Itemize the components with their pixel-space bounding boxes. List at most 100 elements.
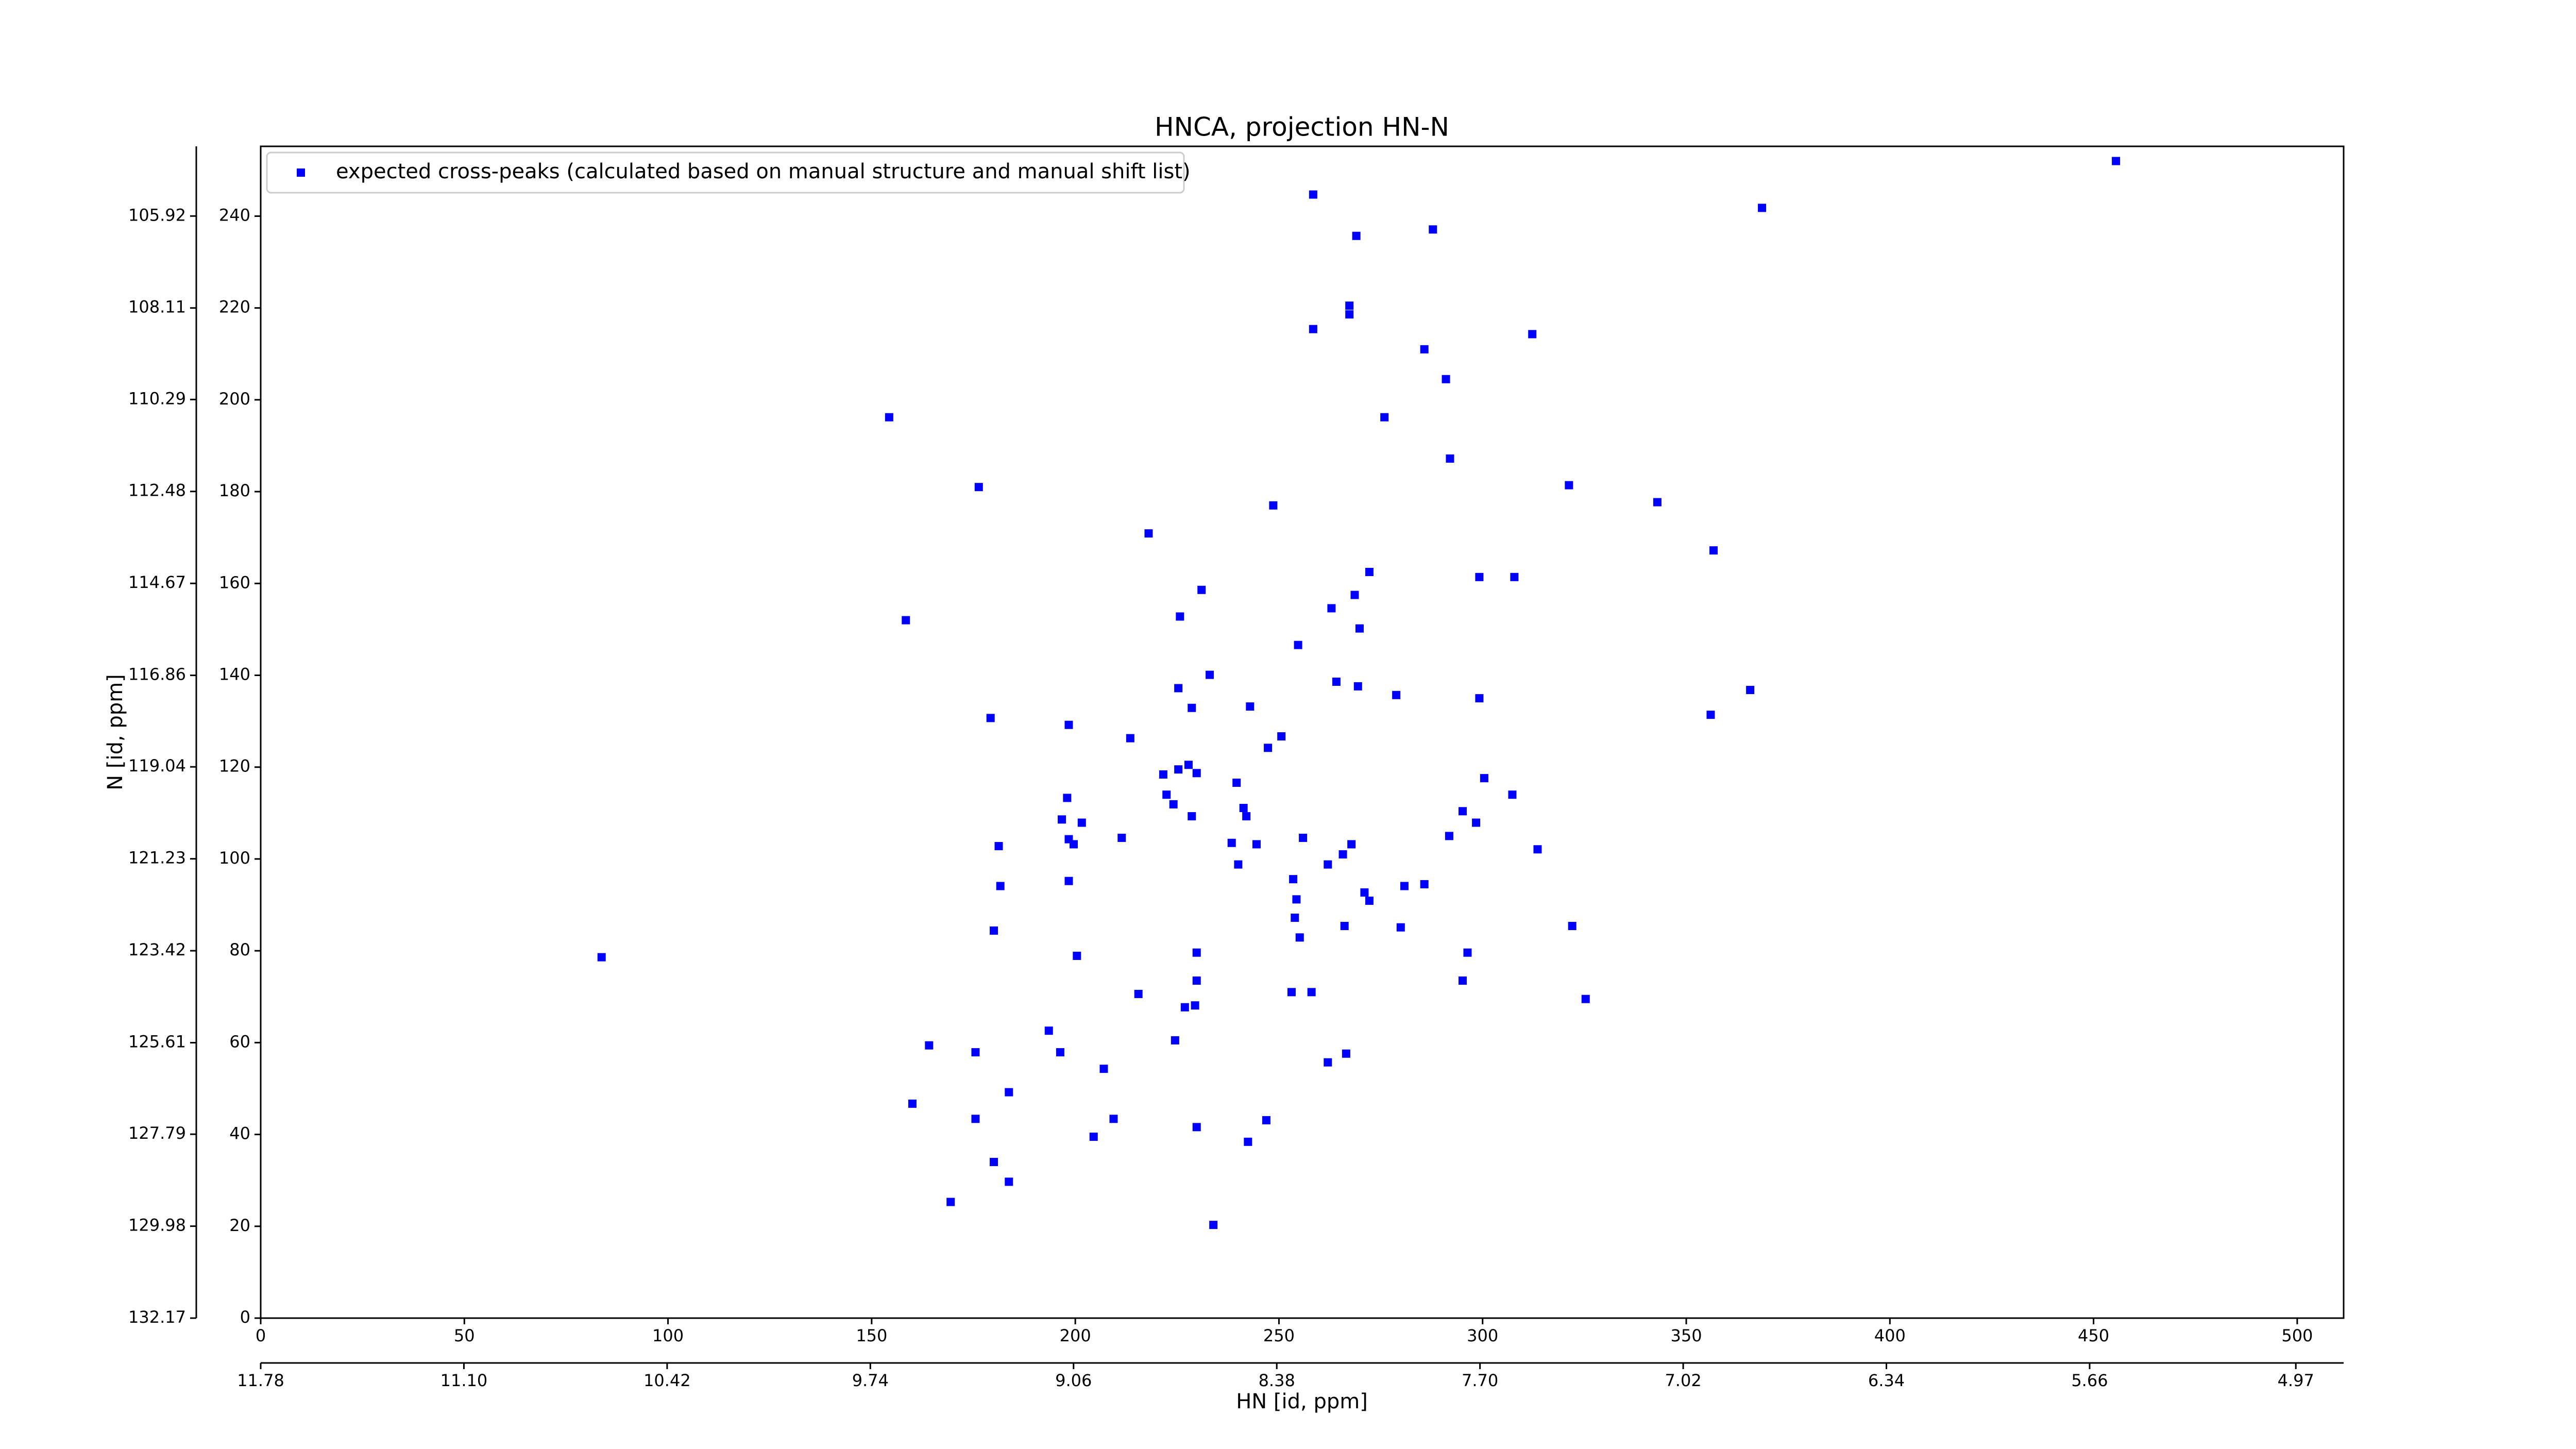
cross-peak bbox=[1475, 572, 1484, 581]
cross-peak bbox=[971, 1048, 980, 1057]
y2-tick-label: 105.92 bbox=[128, 205, 186, 225]
cross-peak bbox=[1192, 948, 1201, 957]
cross-peak bbox=[902, 616, 910, 625]
cross-peak bbox=[1287, 988, 1296, 997]
cross-peak bbox=[996, 882, 1005, 890]
cross-peak bbox=[1239, 804, 1248, 813]
x-tick-label: 100 bbox=[652, 1326, 684, 1345]
cross-peak bbox=[1209, 1221, 1218, 1229]
y2-tick-label: 116.86 bbox=[128, 665, 186, 684]
cross-peak bbox=[885, 413, 893, 422]
y2-tick-label: 125.61 bbox=[128, 1032, 186, 1052]
cross-peak bbox=[1758, 204, 1767, 212]
cross-peak bbox=[597, 953, 606, 962]
cross-peak bbox=[1472, 818, 1481, 827]
cross-peak bbox=[1117, 833, 1126, 842]
cross-peak bbox=[1360, 888, 1369, 897]
cross-peak bbox=[1234, 860, 1243, 869]
cross-peak bbox=[1109, 1115, 1118, 1123]
cross-peak bbox=[1324, 1058, 1332, 1067]
cross-peak bbox=[1058, 815, 1066, 824]
x2-tick-label: 6.34 bbox=[1868, 1371, 1905, 1390]
x2-tick-label: 9.06 bbox=[1055, 1371, 1092, 1390]
y2-tick-label: 119.04 bbox=[128, 756, 186, 776]
cross-peak bbox=[1162, 790, 1171, 799]
cross-peak bbox=[1291, 913, 1299, 922]
y-tick-label: 100 bbox=[219, 848, 250, 868]
cross-peak bbox=[974, 483, 983, 492]
cross-peak bbox=[1327, 604, 1336, 613]
cross-peak bbox=[1445, 832, 1453, 840]
cross-peak bbox=[1309, 325, 1317, 333]
y-tick-label: 220 bbox=[219, 297, 250, 317]
cross-peak bbox=[1309, 190, 1317, 199]
cross-peak bbox=[1350, 591, 1359, 599]
cross-peak bbox=[1005, 1177, 1013, 1186]
cross-peak bbox=[1340, 922, 1349, 931]
y-tick-label: 140 bbox=[219, 665, 250, 684]
cross-peak bbox=[1581, 995, 1590, 1003]
x2-tick-label: 11.10 bbox=[440, 1371, 488, 1390]
cross-peak bbox=[1089, 1133, 1098, 1141]
cross-peak bbox=[1232, 779, 1241, 787]
y-tick-label: 40 bbox=[229, 1124, 250, 1143]
cross-peak bbox=[1171, 1036, 1179, 1044]
cross-peak bbox=[1184, 761, 1193, 769]
cross-peak bbox=[1264, 744, 1273, 752]
y-tick-label: 200 bbox=[219, 389, 250, 409]
x-tick-label: 400 bbox=[1874, 1326, 1906, 1345]
cross-peak bbox=[1176, 612, 1184, 621]
legend-box bbox=[266, 151, 1185, 194]
cross-peak bbox=[1345, 301, 1354, 310]
cross-peak bbox=[1442, 375, 1450, 383]
cross-peak bbox=[1392, 690, 1401, 699]
x-tick-label: 500 bbox=[2281, 1326, 2313, 1345]
cross-peak bbox=[1508, 790, 1517, 799]
cross-peak bbox=[1192, 769, 1201, 778]
cross-peak bbox=[1244, 1137, 1252, 1146]
x2-tick-label: 7.02 bbox=[1665, 1371, 1701, 1390]
cross-peak bbox=[1005, 1088, 1013, 1097]
cross-peak bbox=[1294, 641, 1302, 649]
x-tick-label: 200 bbox=[1060, 1326, 1091, 1345]
cross-peak bbox=[990, 1158, 998, 1167]
cross-peak bbox=[1338, 850, 1347, 859]
y-tick-label: 240 bbox=[219, 205, 250, 225]
cross-peak bbox=[1380, 413, 1389, 422]
y-tick-label: 60 bbox=[229, 1032, 250, 1051]
cross-peak bbox=[1480, 774, 1488, 783]
cross-peak bbox=[1191, 1001, 1199, 1010]
cross-peak bbox=[986, 714, 995, 722]
cross-peak bbox=[1420, 880, 1429, 888]
cross-peak bbox=[1400, 882, 1409, 890]
cross-peak bbox=[1475, 694, 1484, 703]
cross-peak bbox=[1134, 989, 1143, 998]
y2-tick-label: 123.42 bbox=[128, 940, 186, 959]
cross-peak bbox=[2112, 157, 2121, 165]
cross-peak bbox=[1289, 875, 1298, 884]
y-tick-label: 0 bbox=[240, 1307, 250, 1327]
cross-peak bbox=[1252, 840, 1261, 849]
cross-peak bbox=[946, 1198, 955, 1206]
x-tick-label: 50 bbox=[454, 1326, 475, 1345]
x-tick-label: 300 bbox=[1467, 1326, 1498, 1345]
cross-peak bbox=[971, 1115, 980, 1123]
cross-peak bbox=[1365, 897, 1374, 905]
cross-peak bbox=[1458, 976, 1467, 985]
cross-peak bbox=[1420, 345, 1429, 353]
cross-peak bbox=[1126, 734, 1134, 743]
cross-peak bbox=[1262, 1116, 1270, 1124]
legend-marker bbox=[297, 169, 305, 177]
cross-peak bbox=[1429, 225, 1437, 234]
y2-tick-label: 108.11 bbox=[128, 297, 186, 317]
cross-peak bbox=[1446, 454, 1454, 463]
cross-peak bbox=[1396, 923, 1405, 932]
cross-peak bbox=[1528, 330, 1537, 339]
cross-peak bbox=[1169, 800, 1178, 808]
cross-peak bbox=[1347, 840, 1356, 849]
legend-label: expected cross-peaks (calculated based o… bbox=[336, 160, 1191, 183]
cross-peak bbox=[1192, 976, 1201, 985]
cross-peak bbox=[1144, 529, 1153, 538]
cross-peak bbox=[1463, 948, 1472, 957]
